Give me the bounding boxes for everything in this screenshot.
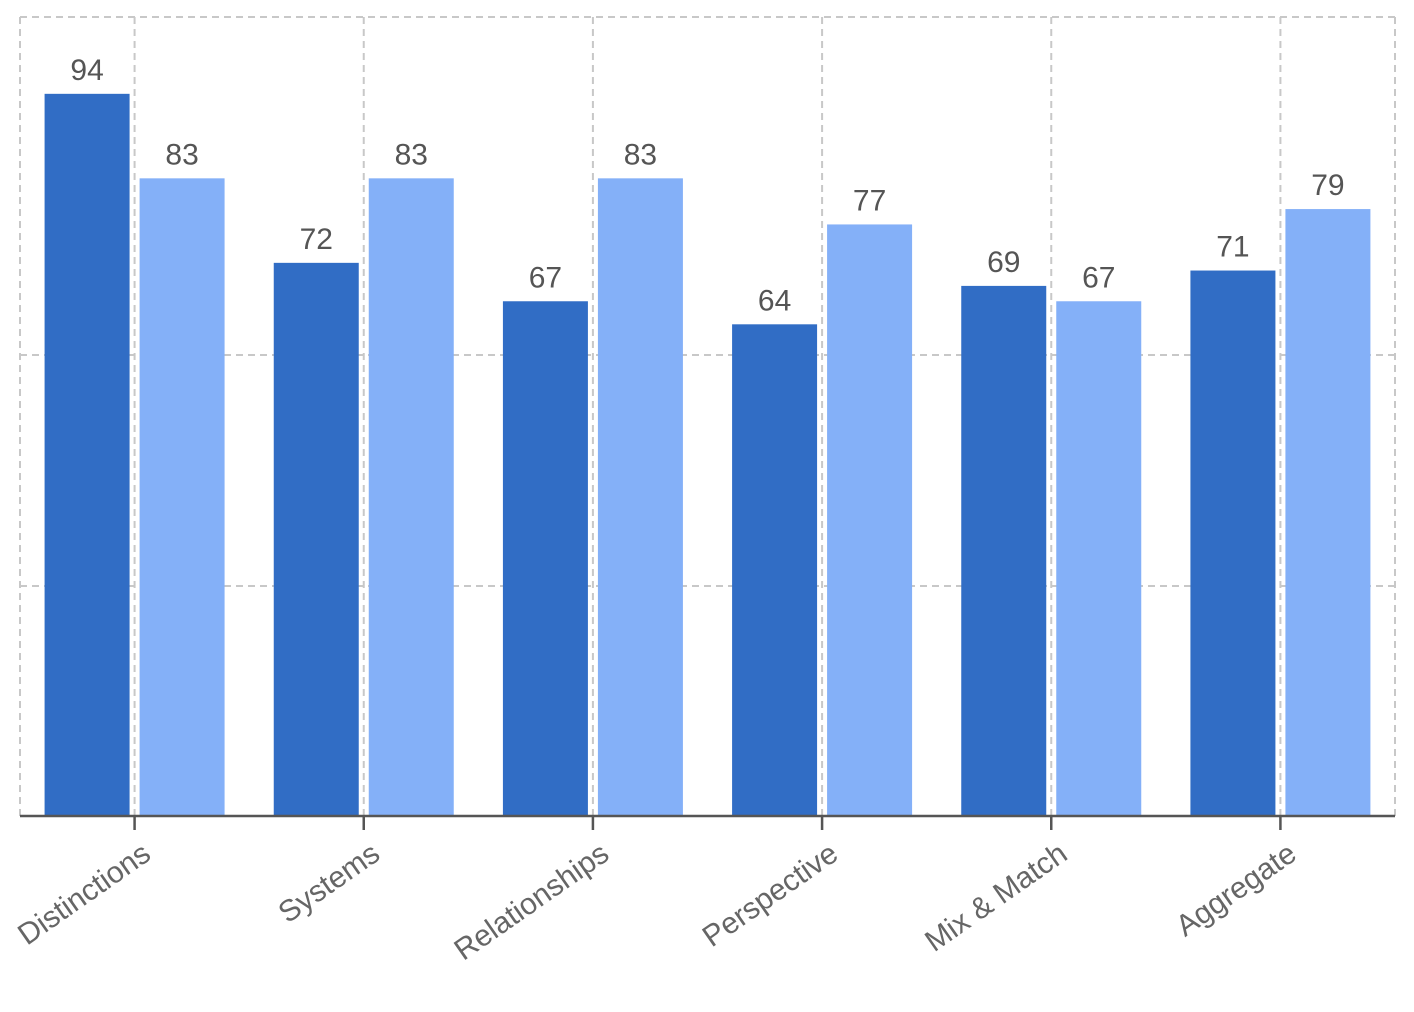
data-label: 77 [853, 184, 886, 217]
bar-relationships-series-1 [502, 301, 588, 816]
data-label: 69 [987, 246, 1020, 279]
data-label: 94 [70, 54, 103, 87]
data-label: 83 [165, 138, 198, 171]
data-label: 72 [300, 223, 333, 256]
bar-relationships-series-2 [597, 178, 683, 816]
data-labels: 94 83 72 83 67 83 64 77 69 67 71 79 [70, 54, 1344, 317]
x-tick-label: Perspective [697, 837, 844, 954]
data-label: 67 [529, 261, 562, 294]
x-axis: Distinctions Systems Relationships Perspect… [12, 814, 1395, 967]
x-tick-label: Systems [273, 837, 386, 930]
bar-mix-match-series-1 [961, 285, 1047, 816]
x-tick-label: Aggregate [1170, 837, 1302, 943]
bar-perspective-series-1 [732, 324, 818, 816]
bar-systems-series-2 [368, 178, 454, 816]
bar-distinctions-series-2 [139, 178, 225, 816]
x-tick-label: Mix & Match [919, 837, 1073, 959]
data-label: 83 [395, 138, 428, 171]
bars [44, 93, 1371, 817]
x-tick-label: Distinctions [12, 837, 157, 952]
data-label: 67 [1082, 261, 1115, 294]
data-label: 71 [1216, 231, 1249, 264]
bar-mix-match-series-2 [1056, 301, 1142, 816]
bar-aggregate-series-2 [1285, 209, 1371, 816]
gridlines [19, 16, 1396, 816]
data-label: 79 [1311, 169, 1344, 202]
bar-aggregate-series-1 [1190, 270, 1276, 817]
bar-distinctions-series-1 [44, 93, 130, 817]
bar-systems-series-1 [273, 262, 359, 816]
data-label: 83 [624, 138, 657, 171]
data-label: 64 [758, 284, 791, 317]
x-tick-label: Relationships [448, 837, 614, 967]
bar-perspective-series-2 [827, 224, 913, 817]
